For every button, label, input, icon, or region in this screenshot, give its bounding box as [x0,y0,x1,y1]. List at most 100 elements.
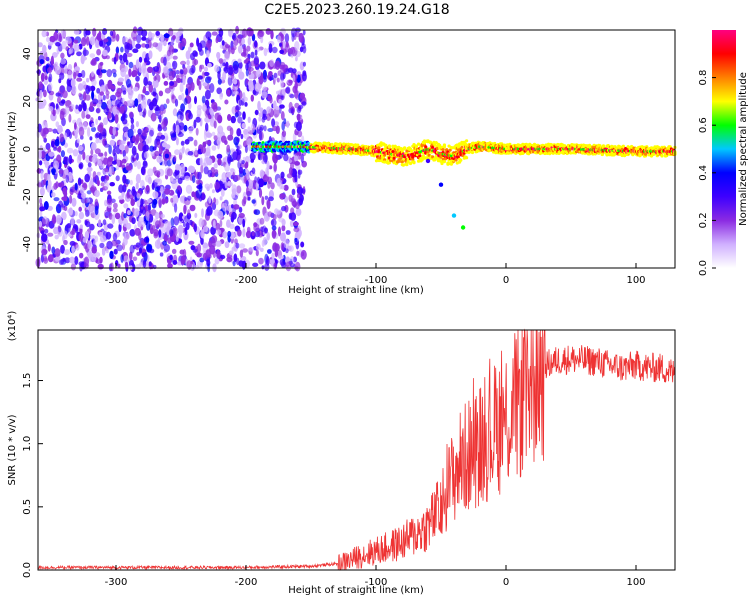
noise-cell [301,43,306,50]
trace-cell [442,160,446,164]
noise-cell [267,128,274,132]
noise-cell [263,125,267,132]
noise-cell [185,87,189,96]
noise-cell [294,82,298,91]
noise-cell [213,169,219,175]
noise-cell [79,252,84,259]
noise-cell [145,237,150,243]
noise-cell [128,68,132,78]
noise-cell [180,60,187,66]
noise-cell [262,237,268,246]
noise-cell [266,232,271,241]
noise-cell [254,109,259,116]
noise-cell [201,95,206,104]
noise-cell [136,34,142,44]
trace-cell [508,142,512,146]
noise-cell [224,163,230,172]
noise-cell [101,247,106,256]
noise-cell [113,152,118,162]
noise-cell [294,155,299,162]
noise-cell [100,69,107,74]
noise-cell [200,164,204,174]
noise-cell [96,87,101,94]
noise-cell [266,106,272,114]
noise-cell [75,69,79,77]
noise-cell [80,135,84,140]
colorbar-tick-label: 0.8 [698,70,709,86]
noise-cell [294,31,301,38]
noise-cell [172,260,178,265]
colorbar-tick-label: 0.4 [698,165,709,181]
noise-cell [61,40,67,50]
noise-cell [116,157,121,167]
noise-cell [234,238,238,244]
noise-cell [213,197,217,204]
noise-cell [227,66,234,76]
noise-cell [39,211,43,217]
trace-cell [475,149,479,154]
noise-cell [297,130,303,138]
noise-cell [91,58,97,65]
trace-cell [411,157,415,162]
noise-cell [110,94,117,101]
noise-cell [77,177,82,186]
noise-cell [68,154,73,165]
noise-cell [254,49,258,56]
noise-cell [145,43,150,49]
noise-cell [255,249,259,257]
noise-cell [143,151,149,159]
trace-cell [580,151,585,155]
noise-cell [81,100,85,108]
y-tick-label: 0 [22,146,33,152]
noise-cell [117,77,124,83]
noise-cell [178,94,183,101]
noise-cell [183,97,188,106]
noise-cell [286,173,293,179]
trace-cell [336,143,340,148]
noise-cell [135,173,141,184]
noise-cell [39,89,43,99]
noise-cell [302,70,307,77]
noise-cell [236,137,240,143]
noise-cell [224,241,230,249]
noise-cell [106,198,113,206]
noise-cell [60,52,65,59]
trace-cell [303,140,307,144]
noise-cell [287,67,294,73]
colorbar-ticks: 0.00.20.40.60.8 [698,70,716,276]
noise-cell [200,229,205,239]
trace-cell [405,149,409,153]
noise-cell [58,78,62,84]
noise-cell [154,170,161,177]
noise-cell [91,122,95,128]
noise-cell [159,104,165,112]
noise-cell [87,240,93,250]
noise-cell [127,128,134,139]
noise-cell [67,64,73,71]
y-tick-label: -40 [22,236,33,252]
side-branch-point [451,213,457,218]
noise-cell [61,211,67,221]
noise-cell [270,182,275,190]
noise-cell [105,231,112,240]
noise-cell [126,86,132,93]
noise-cell [175,137,179,146]
noise-cell [210,226,217,236]
noise-cell [74,211,78,217]
noise-cell [247,66,254,72]
noise-cell [226,89,231,97]
noise-cell [54,248,61,257]
noise-cell [131,188,137,196]
noise-cell [291,188,296,196]
noise-cell [206,50,210,58]
noise-cell [236,128,242,137]
noise-cell [264,195,269,200]
noise-cell [83,263,90,268]
noise-cell [289,220,294,228]
noise-cell [222,62,226,67]
noise-cell [136,193,141,199]
noise-cell [272,230,277,237]
noise-cell [99,242,105,249]
noise-cell [179,69,184,75]
